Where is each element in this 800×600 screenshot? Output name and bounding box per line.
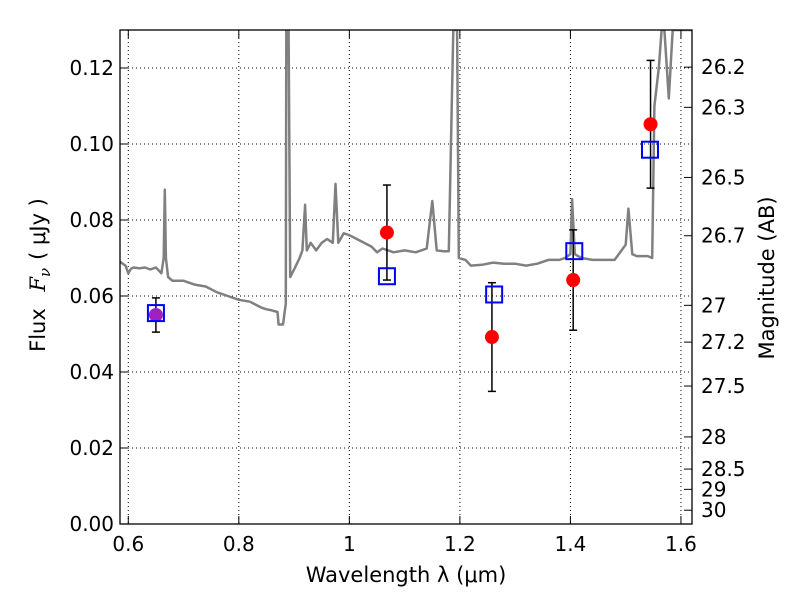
x-axis-title: Wavelength λ (μm) xyxy=(306,563,507,587)
y-tick-label: 0.02 xyxy=(69,436,114,460)
model-point xyxy=(565,242,584,261)
y-tick-label: 0.00 xyxy=(69,512,114,536)
y-axis-title-prefix: Flux xyxy=(26,308,50,352)
x-tick-label: 1.4 xyxy=(555,532,587,556)
x-tick-label: 1.2 xyxy=(444,532,476,556)
model-point xyxy=(485,285,504,304)
right-tick-label: 26.5 xyxy=(701,165,746,189)
measured-point xyxy=(643,117,658,132)
y-tick-label: 0.04 xyxy=(69,360,114,384)
spectrum-series xyxy=(120,30,692,326)
measured-point xyxy=(148,308,163,322)
x-tick-label: 0.6 xyxy=(112,532,144,556)
measured-points xyxy=(148,117,658,345)
plot-frame xyxy=(119,29,693,525)
right-tick-label: 26.3 xyxy=(701,95,746,119)
y-tick-label: 0.12 xyxy=(69,56,114,80)
right-tick-label: 30 xyxy=(701,498,726,522)
model-point xyxy=(146,304,165,323)
grid xyxy=(120,30,692,525)
y-tick-label: 0.08 xyxy=(69,208,114,232)
y-axis-title-symbol: F xyxy=(26,276,50,293)
model-point xyxy=(640,140,659,159)
model-point xyxy=(377,267,396,286)
y-axis-title-right: Magnitude (AB) xyxy=(755,196,779,359)
right-tick-label: 27 xyxy=(701,293,726,317)
error-bars xyxy=(151,59,655,393)
right-tick-label: 26.7 xyxy=(701,224,746,248)
right-tick-label: 27.2 xyxy=(701,330,746,354)
measured-point xyxy=(484,330,499,345)
x-tick-label: 1.6 xyxy=(665,532,697,556)
y-axis-title-subscript: ν xyxy=(36,268,54,277)
x-tick-label: 1 xyxy=(343,532,356,556)
axis-ticks: 0.6 0.8 1 1.2 1.4 1.6 0.00 0.02 0.04 0.06 0.08 0.10… xyxy=(69,30,746,556)
right-tick-label: 28 xyxy=(701,425,726,449)
y-tick-label: 0.06 xyxy=(69,284,114,308)
spectrum-line xyxy=(120,30,692,326)
right-tick-label: 29 xyxy=(701,477,726,501)
model-points xyxy=(146,140,659,323)
y-tick-label: 0.10 xyxy=(69,132,114,156)
x-tick-label: 0.8 xyxy=(223,532,255,556)
right-tick-label: 27.5 xyxy=(701,374,746,398)
right-tick-label: 28.5 xyxy=(701,457,746,481)
measured-point xyxy=(379,225,394,240)
y-axis-title-left: Flux Fν ( μJy ) xyxy=(26,198,54,352)
measured-point xyxy=(566,273,581,288)
right-tick-label: 26.2 xyxy=(701,55,746,79)
y-axis-title-unit: ( μJy ) xyxy=(26,198,50,260)
